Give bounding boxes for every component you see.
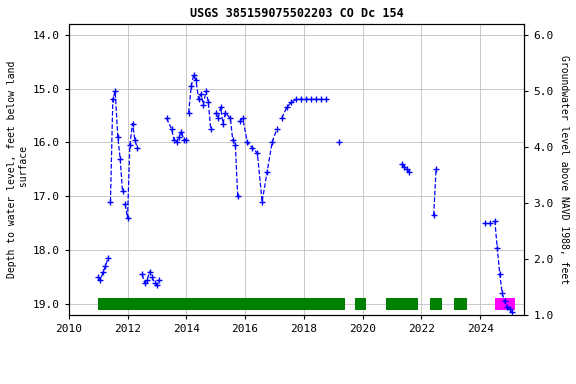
Bar: [430, 298, 442, 310]
Y-axis label: Depth to water level, feet below land
 surface: Depth to water level, feet below land su…: [7, 61, 29, 278]
Bar: [98, 298, 345, 310]
Bar: [495, 298, 516, 310]
Bar: [355, 298, 366, 310]
Title: USGS 385159075502203 CO Dc 154: USGS 385159075502203 CO Dc 154: [190, 7, 403, 20]
Bar: [454, 298, 467, 310]
Bar: [386, 298, 418, 310]
Y-axis label: Groundwater level above NAVD 1988, feet: Groundwater level above NAVD 1988, feet: [559, 55, 569, 284]
